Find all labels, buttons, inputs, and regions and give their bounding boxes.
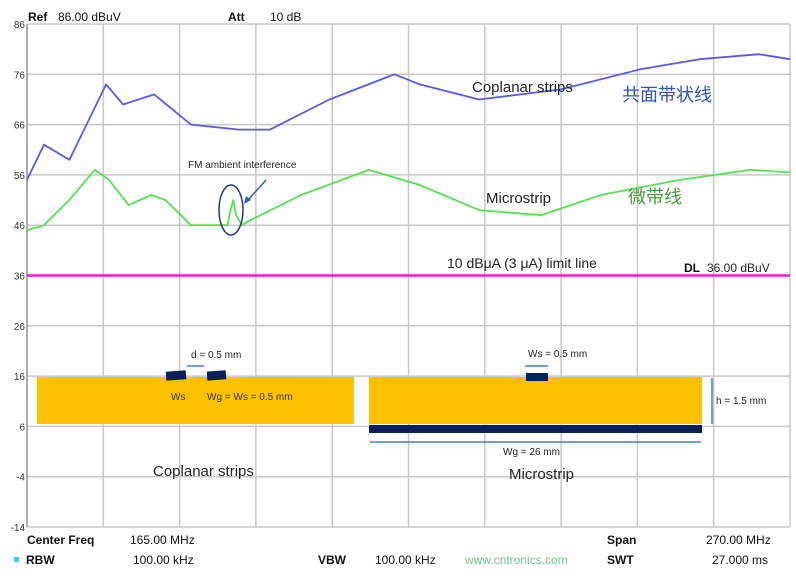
coplanar-substrate — [37, 377, 354, 424]
coplanar-series-label: Coplanar strips — [472, 79, 573, 96]
y-tick-label: 56 — [14, 171, 26, 182]
h-label: h = 1.5 mm — [716, 396, 766, 407]
center-freq-label: Center Freq — [27, 533, 95, 547]
fm-interference-ellipse — [218, 184, 244, 236]
y-tick-label: 6 — [19, 422, 25, 433]
fm-interference-label: FM ambient interference — [188, 160, 297, 171]
coplanar-series-label-cn: 共面带状线 — [622, 85, 712, 105]
coplanar-ground-strip — [206, 370, 227, 381]
gap-label: d = 0.5 mm — [191, 350, 241, 361]
ws-label: Ws — [171, 392, 185, 403]
y-tick-label: 76 — [14, 70, 26, 81]
dl-value: 36.00 dBuV — [707, 261, 770, 275]
y-tick-label: 46 — [14, 221, 26, 232]
y-tick-label: 36 — [14, 272, 26, 283]
swt-label: SWT — [607, 553, 634, 567]
y-tick-label: 16 — [14, 372, 26, 383]
y-tick-label: 66 — [14, 121, 26, 132]
center-freq-value: 165.00 MHz — [130, 533, 195, 547]
fm-arrow — [247, 179, 267, 201]
swt-value: 27.000 ms — [712, 553, 769, 567]
dl-label: DL — [684, 261, 700, 275]
limit-line-label: 10 dBμA (3 μA) limit line — [447, 255, 597, 271]
att-label: Att — [228, 10, 245, 24]
watermark: www.cntronics.com — [465, 553, 568, 567]
wg-micro-label: Wg = 26 mm — [503, 447, 560, 458]
microstrip-series-label-cn: 微带线 — [628, 187, 682, 207]
rbw-marker-icon — [14, 557, 19, 562]
series-line-coplanar — [26, 53, 791, 181]
microstrip-substrate — [369, 377, 702, 424]
series-line-microstrip — [26, 169, 791, 232]
span-label: Span — [607, 533, 637, 547]
y-tick-label: -14 — [11, 523, 26, 534]
rbw-label: RBW — [26, 553, 55, 567]
y-tick-label: -4 — [16, 473, 25, 484]
microstrip-ground-plane — [369, 425, 702, 433]
fm-arrow-head-icon — [244, 196, 251, 204]
span-value: 270.00 MHz — [706, 533, 771, 547]
microstrip-caption: Microstrip — [509, 466, 574, 483]
microstrip-series-label: Microstrip — [486, 190, 551, 207]
coplanar-caption: Coplanar strips — [153, 463, 254, 480]
ref-label: Ref — [28, 10, 48, 24]
coplanar-signal-strip — [165, 370, 187, 381]
att-value: 10 dB — [270, 10, 302, 24]
ref-value: 86.00 dBuV — [58, 10, 121, 24]
ws-micro-label: Ws = 0.5 mm — [528, 349, 587, 360]
microstrip-signal-strip — [526, 373, 548, 381]
vbw-label: VBW — [318, 553, 346, 567]
y-tick-label: 86 — [14, 20, 26, 31]
wg-ws-label: Wg = Ws = 0.5 mm — [207, 392, 293, 403]
vbw-value: 100.00 kHz — [375, 553, 436, 567]
y-tick-label: 26 — [14, 322, 26, 333]
rbw-value: 100.00 kHz — [133, 553, 194, 567]
